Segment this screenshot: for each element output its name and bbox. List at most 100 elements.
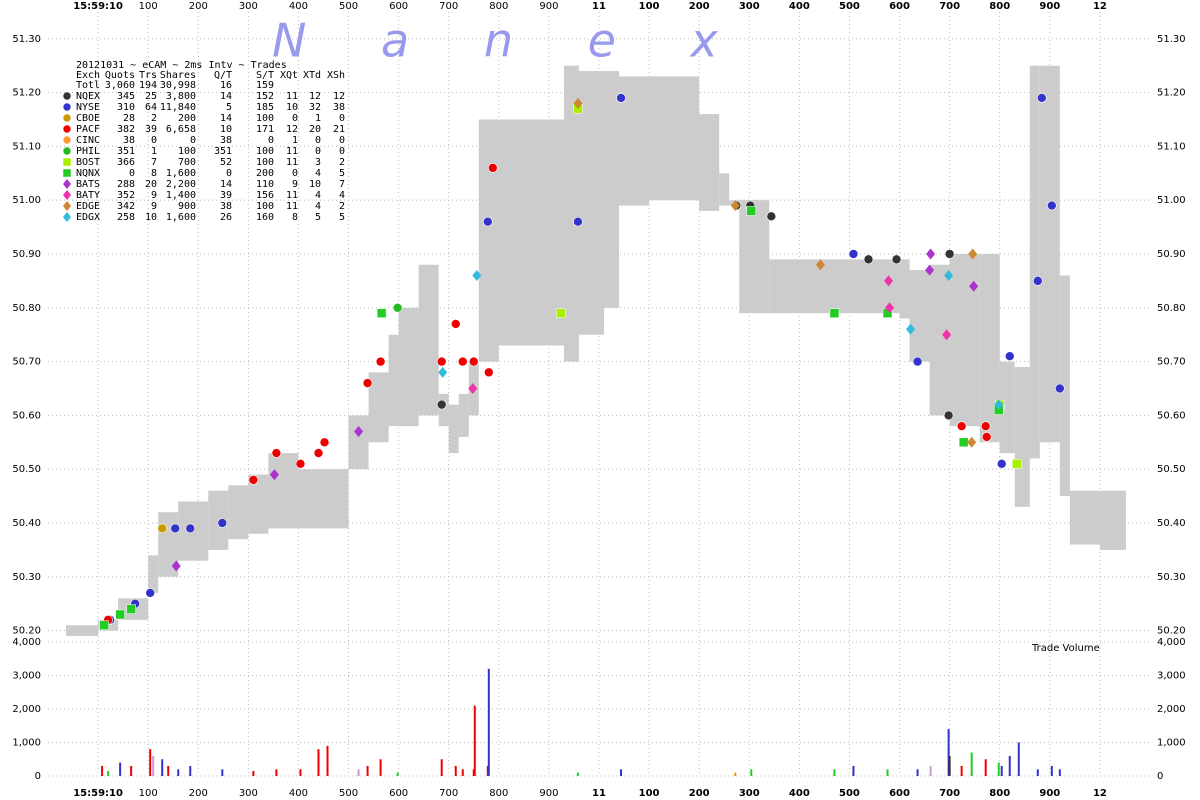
trade-point (863, 254, 874, 265)
legend-label: BOST (76, 157, 100, 168)
total-cell: 159 (256, 80, 274, 91)
trade-point (450, 319, 461, 329)
volume-bar (473, 705, 476, 776)
trade-point (730, 200, 740, 212)
volume-tick-label-right: 4,000 (1157, 637, 1186, 648)
legend-label: EDGX (76, 212, 100, 223)
legend-marker (63, 212, 71, 222)
trade-point (313, 448, 324, 458)
trade-point (884, 275, 894, 287)
quote-range (899, 259, 910, 319)
volume-bar (326, 745, 329, 776)
quote-range (649, 76, 700, 201)
quote-range (719, 173, 730, 206)
volume-bar (461, 769, 464, 776)
table-cell: 9 (151, 190, 157, 201)
volume-bar (107, 770, 110, 776)
legend-marker (63, 179, 71, 189)
volume-bar (1000, 765, 1003, 776)
y-tick-label-left: 50.80 (12, 303, 41, 314)
table-cell: 1,600 (166, 168, 196, 179)
quote-band (66, 65, 1126, 636)
legend-marker (62, 91, 72, 101)
volume-bar (852, 765, 855, 776)
volume-bar (299, 769, 302, 776)
y-tick-label-left: 50.60 (12, 410, 41, 421)
x-tick-label-bottom: 900 (1039, 788, 1060, 799)
volume-tick-label-left: 1,000 (12, 738, 41, 749)
trade-point (295, 459, 306, 469)
volume-bar (275, 769, 278, 776)
table-cell: 351 (117, 146, 135, 157)
volume-bar (948, 755, 951, 776)
table-cell: 0 (129, 168, 135, 179)
quote-range (228, 485, 249, 540)
watermark: N a n e x (272, 14, 719, 68)
trade-point (829, 308, 840, 318)
trade-point (1012, 459, 1022, 469)
quote-range (498, 119, 549, 346)
y-tick-label-left: 51.00 (12, 195, 41, 206)
trade-point (980, 421, 991, 431)
total-cell: 30,998 (160, 80, 196, 91)
volume-bar (440, 759, 443, 776)
volume-bar (947, 729, 950, 776)
table-cell: 11 (286, 146, 298, 157)
table-cell: 185 (256, 102, 274, 113)
quote-range (448, 404, 459, 454)
table-cell: 100 (256, 201, 274, 212)
table-cell: 20 (145, 179, 157, 190)
trade-point (457, 356, 468, 367)
quote-range (949, 253, 980, 427)
table-cell: 160 (256, 212, 274, 223)
table-cell: 10 (220, 124, 232, 135)
trade-point (968, 248, 978, 260)
quote-range (398, 307, 419, 427)
table-cell: 4 (315, 168, 321, 179)
trade-point (354, 426, 364, 438)
quote-range (578, 71, 605, 335)
y-tick-label-left: 50.40 (12, 518, 41, 529)
table-cell: 352 (117, 190, 135, 201)
table-cell: 100 (256, 157, 274, 168)
table-cell: 0 (151, 135, 157, 146)
table-cell: 39 (145, 124, 157, 135)
quote-range (769, 259, 900, 314)
table-cell: 0 (315, 146, 321, 157)
y-tick-label-left: 50.90 (12, 249, 41, 260)
legend-label: EDGE (76, 201, 100, 212)
table-cell: 382 (117, 124, 135, 135)
table-cell: 100 (178, 146, 196, 157)
table-cell: 4 (315, 190, 321, 201)
volume-bar (734, 772, 737, 776)
trade-point (1037, 93, 1047, 103)
x-tick-label-top: 800 (489, 1, 508, 12)
y-tick-label-left: 50.70 (12, 357, 41, 368)
table-cell: 32 (309, 102, 321, 113)
volume-bar (620, 769, 623, 776)
x-tick-label-top: 200 (189, 1, 208, 12)
legend-label: NQNX (76, 168, 100, 179)
trade-point (438, 366, 448, 378)
trade-point (766, 211, 777, 222)
x-tick-label-top: 900 (1039, 1, 1060, 12)
trade-point (185, 523, 196, 534)
table-cell: 3 (315, 157, 321, 168)
volume-bars (101, 668, 1061, 776)
y-tick-label-right: 51.10 (1157, 141, 1186, 152)
quote-range (563, 65, 579, 362)
x-tick-label-top: 600 (889, 1, 910, 12)
quote-range (979, 253, 1000, 443)
quote-range (348, 415, 369, 470)
trade-point (271, 448, 282, 458)
x-tick-label-top: 300 (739, 1, 760, 12)
table-cell: 0 (315, 135, 321, 146)
y-tick-label-right: 50.70 (1157, 357, 1186, 368)
quote-range (1014, 366, 1030, 507)
table-cell: 10 (145, 212, 157, 223)
trade-point (996, 459, 1007, 469)
x-tick-label-bottom: 500 (339, 788, 358, 799)
quote-range (999, 361, 1015, 454)
table-cell: 11 (286, 157, 298, 168)
table-header: Trs (139, 70, 157, 81)
